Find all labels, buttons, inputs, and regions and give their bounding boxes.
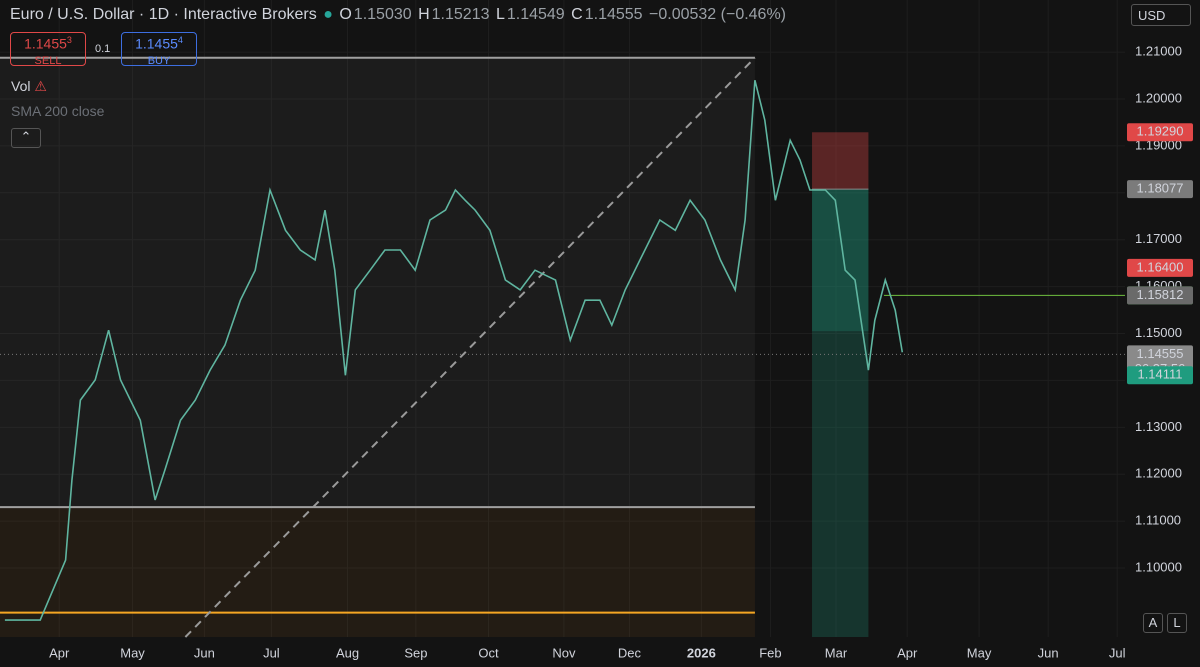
sell-button[interactable]: 1.14553 SELL (10, 32, 86, 67)
ohlc-value: 1.14555 (584, 6, 643, 23)
x-tick-label: Sep (404, 645, 427, 660)
header: Euro / U.S. Dollar · 1D · Interactive Br… (10, 6, 787, 23)
price-label-box (1127, 123, 1193, 142)
currency-select[interactable]: USD (1131, 4, 1191, 26)
x-tick-label: Mar (825, 645, 848, 660)
change: −0.00532 (−0.46%) (649, 6, 787, 23)
x-tick-label: May (120, 645, 145, 660)
x-tick-label: Nov (552, 645, 576, 660)
x-tick-label: Dec (618, 645, 642, 660)
price-label: 1.14555 (1137, 346, 1184, 361)
indicator-label: SMA 200 close (11, 103, 105, 119)
ohlc-value: 1.15213 (431, 6, 490, 23)
collapse-button[interactable]: ⌃ (11, 128, 41, 148)
x-tick-label: Feb (759, 645, 781, 660)
y-tick-label: 1.17000 (1135, 231, 1182, 246)
buy-label: BUY (147, 54, 171, 67)
sell-price-sup: 3 (66, 35, 72, 45)
y-tick-label: 1.13000 (1135, 419, 1182, 434)
x-tick-label: Apr (897, 645, 918, 660)
ohlc-label: C (571, 6, 583, 23)
x-tick-label: Apr (49, 645, 70, 660)
ohlc-label: O (339, 6, 352, 23)
axis-background (1125, 0, 1200, 667)
price-label: 1.14111 (1137, 367, 1182, 382)
buy-price: 1.1455 (135, 35, 178, 52)
auto-scale-button[interactable]: A (1143, 613, 1163, 633)
price-line (4, 80, 904, 621)
trend-line (184, 56, 756, 638)
x-tick-label: 2026 (687, 645, 716, 660)
price-label: 1.16400 (1137, 259, 1184, 274)
y-tick-label: 1.15000 (1135, 325, 1182, 340)
log-scale-button[interactable]: L (1167, 613, 1187, 633)
stop-zone (812, 132, 869, 190)
indicator-label: Vol (11, 78, 31, 94)
ohlc-value: 1.15030 (353, 6, 412, 23)
ohlc-label: H (418, 6, 430, 23)
x-tick-label: Aug (336, 645, 359, 660)
zone (0, 57, 755, 508)
buy-price-sup: 4 (177, 35, 183, 45)
x-tick-label: Jun (1038, 645, 1059, 660)
buy-button[interactable]: 1.14554 BUY (121, 32, 197, 67)
price-label-box (1127, 180, 1193, 199)
target-zone (812, 189, 869, 637)
x-tick-label: Jul (1109, 645, 1126, 660)
x-tick-label: May (967, 645, 992, 660)
price-label: 1.18077 (1137, 181, 1184, 196)
y-tick-label: 1.10000 (1135, 559, 1182, 574)
sma-indicator[interactable]: SMA 200 close (11, 103, 104, 119)
price-label-box (1127, 366, 1193, 385)
y-tick-label: 1.11000 (1135, 513, 1181, 528)
x-tick-label: Jun (194, 645, 215, 660)
y-tick-label: 1.20000 (1135, 90, 1182, 105)
volume-indicator[interactable]: Vol ⚠ (11, 78, 47, 94)
y-tick-label: 1.12000 (1135, 466, 1182, 481)
price-label: 1.19290 (1137, 124, 1184, 139)
sell-label: SELL (34, 54, 62, 67)
price-label: 1.15812 (1137, 287, 1184, 302)
sell-price: 1.1455 (24, 35, 67, 52)
y-tick-label: 1.21000 (1135, 44, 1182, 59)
spread: 0.1 (95, 43, 111, 55)
zone (0, 507, 755, 637)
x-tick-label: Oct (478, 645, 499, 660)
price-label-box (1127, 258, 1193, 277)
ohlc-label: L (495, 6, 505, 23)
price-label-box (1127, 286, 1193, 305)
x-tick-label: Jul (263, 645, 280, 660)
ohlc-value: 1.14549 (506, 6, 565, 23)
symbol[interactable]: Euro / U.S. Dollar · 1D · Interactive Br… (10, 6, 317, 23)
